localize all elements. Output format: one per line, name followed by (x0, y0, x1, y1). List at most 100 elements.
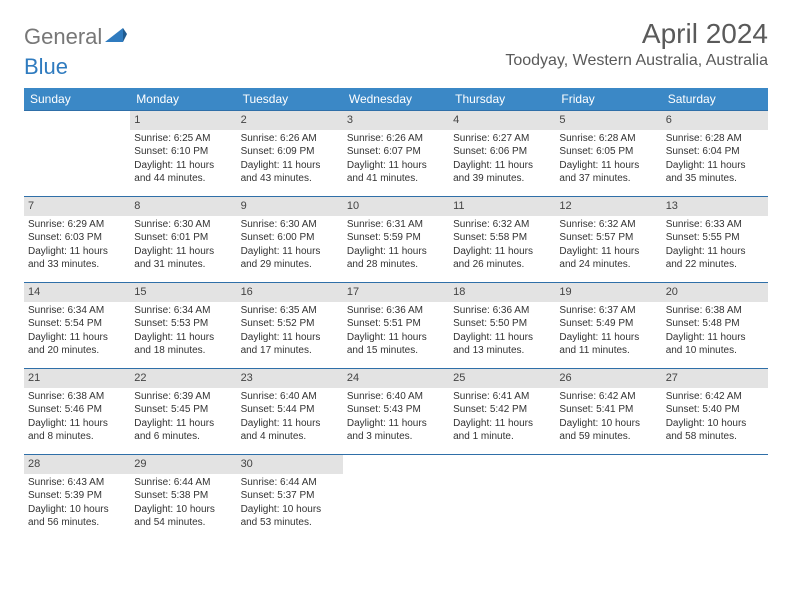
weekday-header: Tuesday (237, 88, 343, 111)
day-number: 24 (343, 369, 449, 388)
location: Toodyay, Western Australia, Australia (505, 52, 768, 70)
day-details: Sunrise: 6:27 AMSunset: 6:06 PMDaylight:… (453, 132, 551, 186)
day-details: Sunrise: 6:29 AMSunset: 6:03 PMDaylight:… (28, 218, 126, 272)
day-details: Sunrise: 6:28 AMSunset: 6:04 PMDaylight:… (666, 132, 764, 186)
day-number: 20 (662, 283, 768, 302)
weekday-header: Friday (555, 88, 661, 111)
calendar-day-cell: 28 Sunrise: 6:43 AMSunset: 5:39 PMDayligh… (24, 455, 130, 541)
calendar-week-row: 14 Sunrise: 6:34 AMSunset: 5:54 PMDayligh… (24, 283, 768, 369)
calendar-day-cell: 15Sunrise: 6:34 AMSunset: 5:53 PMDayligh… (130, 283, 236, 369)
calendar-day-cell: 29 Sunrise: 6:44 AMSunset: 5:38 PMDayligh… (130, 455, 236, 541)
title-block: April 2024 Toodyay, Western Australia, A… (505, 18, 768, 70)
day-details: Sunrise: 6:38 AMSunset: 5:46 PMDaylight:… (28, 390, 126, 444)
logo-text-general: General (24, 24, 102, 50)
calendar-day-cell: 18 Sunrise: 6:36 AMSunset: 5:50 PMDayligh… (449, 283, 555, 369)
calendar-day-cell: 23Sunrise: 6:40 AMSunset: 5:44 PMDayligh… (237, 369, 343, 455)
day-number: 6 (662, 111, 768, 130)
day-details: Sunrise: 6:30 AMSunset: 6:00 PMDaylight:… (241, 218, 339, 272)
calendar-day-cell: 5 Sunrise: 6:28 AMSunset: 6:05 PMDaylight… (555, 111, 661, 197)
day-details: Sunrise: 6:31 AMSunset: 5:59 PMDaylight:… (347, 218, 445, 272)
day-number: 9 (237, 197, 343, 216)
calendar-day-cell: 30 Sunrise: 6:44 AMSunset: 5:37 PMDayligh… (237, 455, 343, 541)
calendar-day-cell: 26 Sunrise: 6:42 AMSunset: 5:41 PMDayligh… (555, 369, 661, 455)
day-number: 19 (555, 283, 661, 302)
calendar-day-cell: 6 Sunrise: 6:28 AMSunset: 6:04 PMDaylight… (662, 111, 768, 197)
day-number: 1 (130, 111, 236, 130)
day-details: Sunrise: 6:39 AMSunset: 5:45 PMDaylight:… (134, 390, 232, 444)
day-details: Sunrise: 6:33 AMSunset: 5:55 PMDaylight:… (666, 218, 764, 272)
day-details: Sunrise: 6:41 AMSunset: 5:42 PMDaylight:… (453, 390, 551, 444)
calendar-day-cell (24, 111, 130, 197)
day-number: 11 (449, 197, 555, 216)
calendar-day-cell: 14 Sunrise: 6:34 AMSunset: 5:54 PMDayligh… (24, 283, 130, 369)
calendar-day-cell: 9 Sunrise: 6:30 AMSunset: 6:00 PMDaylight… (237, 197, 343, 283)
day-details: Sunrise: 6:42 AMSunset: 5:41 PMDaylight:… (559, 390, 657, 444)
day-details: Sunrise: 6:40 AMSunset: 5:44 PMDaylight:… (241, 390, 339, 444)
day-number: 15 (130, 283, 236, 302)
day-number: 7 (24, 197, 130, 216)
calendar-day-cell: 16 Sunrise: 6:35 AMSunset: 5:52 PMDayligh… (237, 283, 343, 369)
day-details: Sunrise: 6:38 AMSunset: 5:48 PMDaylight:… (666, 304, 764, 358)
calendar-day-cell (555, 455, 661, 541)
day-details: Sunrise: 6:30 AMSunset: 6:01 PMDaylight:… (134, 218, 232, 272)
calendar-day-cell: 17 Sunrise: 6:36 AMSunset: 5:51 PMDayligh… (343, 283, 449, 369)
day-details: Sunrise: 6:32 AMSunset: 5:57 PMDaylight:… (559, 218, 657, 272)
calendar-day-cell: 25 Sunrise: 6:41 AMSunset: 5:42 PMDayligh… (449, 369, 555, 455)
calendar-day-cell: 27Sunrise: 6:42 AMSunset: 5:40 PMDayligh… (662, 369, 768, 455)
day-details: Sunrise: 6:44 AMSunset: 5:37 PMDaylight:… (241, 476, 339, 530)
calendar-day-cell (449, 455, 555, 541)
day-number: 30 (237, 455, 343, 474)
month-title: April 2024 (505, 18, 768, 50)
day-details: Sunrise: 6:37 AMSunset: 5:49 PMDaylight:… (559, 304, 657, 358)
calendar-day-cell: 13 Sunrise: 6:33 AMSunset: 5:55 PMDayligh… (662, 197, 768, 283)
day-number: 14 (24, 283, 130, 302)
logo: General (24, 18, 127, 50)
calendar-day-cell: 22 Sunrise: 6:39 AMSunset: 5:45 PMDayligh… (130, 369, 236, 455)
day-details: Sunrise: 6:28 AMSunset: 6:05 PMDaylight:… (559, 132, 657, 186)
day-number: 29 (130, 455, 236, 474)
calendar-day-cell: 12 Sunrise: 6:32 AMSunset: 5:57 PMDayligh… (555, 197, 661, 283)
day-details: Sunrise: 6:36 AMSunset: 5:51 PMDaylight:… (347, 304, 445, 358)
day-number: 3 (343, 111, 449, 130)
day-details: Sunrise: 6:43 AMSunset: 5:39 PMDaylight:… (28, 476, 126, 530)
calendar-day-cell: 4 Sunrise: 6:27 AMSunset: 6:06 PMDaylight… (449, 111, 555, 197)
calendar-table: SundayMondayTuesdayWednesdayThursdayFrid… (24, 88, 768, 541)
logo-mark-icon (105, 24, 127, 50)
calendar-week-row: 1 Sunrise: 6:25 AMSunset: 6:10 PMDaylight… (24, 111, 768, 197)
calendar-day-cell: 11 Sunrise: 6:32 AMSunset: 5:58 PMDayligh… (449, 197, 555, 283)
weekday-header-row: SundayMondayTuesdayWednesdayThursdayFrid… (24, 88, 768, 111)
calendar-body: 1 Sunrise: 6:25 AMSunset: 6:10 PMDaylight… (24, 111, 768, 541)
calendar-week-row: 7 Sunrise: 6:29 AMSunset: 6:03 PMDaylight… (24, 197, 768, 283)
day-number: 28 (24, 455, 130, 474)
day-number: 5 (555, 111, 661, 130)
day-details: Sunrise: 6:35 AMSunset: 5:52 PMDaylight:… (241, 304, 339, 358)
day-details: Sunrise: 6:42 AMSunset: 5:40 PMDaylight:… (666, 390, 764, 444)
weekday-header: Sunday (24, 88, 130, 111)
calendar-day-cell: 7 Sunrise: 6:29 AMSunset: 6:03 PMDaylight… (24, 197, 130, 283)
day-number: 16 (237, 283, 343, 302)
day-number: 8 (130, 197, 236, 216)
day-number: 18 (449, 283, 555, 302)
day-number: 22 (130, 369, 236, 388)
day-number: 26 (555, 369, 661, 388)
day-number: 4 (449, 111, 555, 130)
calendar-day-cell (343, 455, 449, 541)
day-number: 12 (555, 197, 661, 216)
calendar-day-cell: 19 Sunrise: 6:37 AMSunset: 5:49 PMDayligh… (555, 283, 661, 369)
calendar-day-cell (662, 455, 768, 541)
day-details: Sunrise: 6:32 AMSunset: 5:58 PMDaylight:… (453, 218, 551, 272)
day-number: 17 (343, 283, 449, 302)
day-details: Sunrise: 6:44 AMSunset: 5:38 PMDaylight:… (134, 476, 232, 530)
calendar-day-cell: 1 Sunrise: 6:25 AMSunset: 6:10 PMDaylight… (130, 111, 236, 197)
calendar-day-cell: 20 Sunrise: 6:38 AMSunset: 5:48 PMDayligh… (662, 283, 768, 369)
weekday-header: Saturday (662, 88, 768, 111)
day-number: 25 (449, 369, 555, 388)
day-details: Sunrise: 6:25 AMSunset: 6:10 PMDaylight:… (134, 132, 232, 186)
day-number: 13 (662, 197, 768, 216)
day-details: Sunrise: 6:34 AMSunset: 5:54 PMDaylight:… (28, 304, 126, 358)
calendar-day-cell: 21Sunrise: 6:38 AMSunset: 5:46 PMDayligh… (24, 369, 130, 455)
calendar-day-cell: 8 Sunrise: 6:30 AMSunset: 6:01 PMDaylight… (130, 197, 236, 283)
calendar-week-row: 28 Sunrise: 6:43 AMSunset: 5:39 PMDayligh… (24, 455, 768, 541)
day-details: Sunrise: 6:36 AMSunset: 5:50 PMDaylight:… (453, 304, 551, 358)
day-number: 2 (237, 111, 343, 130)
